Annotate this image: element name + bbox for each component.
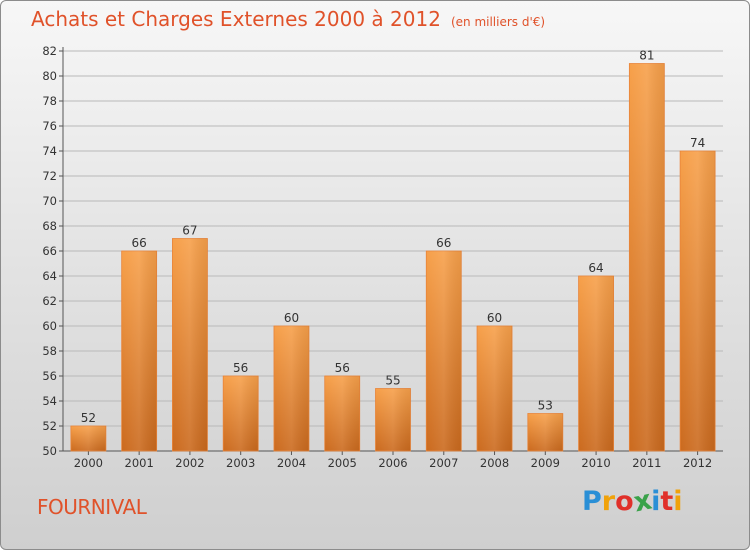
x-tick-label: 2006	[378, 456, 407, 470]
x-tick-label: 2000	[74, 456, 103, 470]
x-tick-label: 2001	[125, 456, 154, 470]
y-tick-label: 76	[42, 119, 57, 133]
x-tick-label: 2003	[226, 456, 255, 470]
y-tick-label: 80	[42, 69, 57, 83]
logo-letter: o	[615, 486, 634, 517]
bar-shine	[324, 376, 360, 451]
y-tick-label: 62	[42, 294, 57, 308]
y-tick-label: 52	[42, 419, 57, 433]
x-tick-label: 2008	[480, 456, 509, 470]
logo-letter: P	[582, 486, 602, 517]
x-tick-label: 2009	[531, 456, 560, 470]
y-tick-label: 50	[42, 444, 57, 458]
bar-shine	[121, 251, 157, 451]
data-label: 52	[81, 411, 96, 425]
commune-name: FOURNIVAL	[37, 495, 147, 519]
bar-shine	[223, 376, 259, 451]
x-tick-label: 2010	[581, 456, 610, 470]
x-tick-label: 2011	[632, 456, 661, 470]
y-tick-label: 70	[42, 194, 57, 208]
bar-shine	[477, 326, 513, 451]
data-label: 55	[385, 374, 400, 388]
logo-letter: i	[651, 486, 661, 517]
y-tick-label: 66	[42, 244, 57, 258]
bar-shine	[680, 151, 716, 451]
data-label: 81	[639, 49, 654, 63]
x-tick-label: 2012	[683, 456, 712, 470]
x-tick-label: 2002	[175, 456, 204, 470]
y-tick-label: 82	[42, 44, 57, 58]
y-tick-label: 74	[42, 144, 57, 158]
chart-title: Achats et Charges Externes 2000 à 2012 (e…	[31, 7, 545, 31]
y-tick-label: 54	[42, 394, 57, 408]
x-tick-label: 2007	[429, 456, 458, 470]
data-label: 60	[487, 311, 502, 325]
bar-shine	[629, 63, 665, 451]
bar-shine	[172, 238, 208, 451]
y-tick-label: 64	[42, 269, 57, 283]
x-tick-label: 2005	[328, 456, 357, 470]
chart-unit: (en milliers d'€)	[450, 15, 546, 29]
y-tick-label: 72	[42, 169, 57, 183]
data-label: 56	[335, 361, 350, 375]
data-label: 66	[436, 236, 451, 250]
logo-letter: t	[660, 486, 674, 517]
data-labels: 52 66 67 56 60 56 55 66 60 53 64 81 74	[81, 49, 706, 426]
data-label: 74	[690, 136, 705, 150]
y-tick-label: 60	[42, 319, 57, 333]
data-label: 53	[538, 399, 553, 413]
bar-shine	[70, 426, 106, 451]
data-label: 64	[588, 261, 603, 275]
data-label: 56	[233, 361, 248, 375]
bar-shine	[527, 413, 563, 451]
proxiti-logo: Proxiti	[582, 485, 683, 519]
bar-shine	[578, 276, 614, 451]
bar-shine	[426, 251, 462, 451]
chart-title-text: Achats et Charges Externes 2000 à 2012	[31, 7, 441, 31]
bar-shine	[375, 388, 411, 451]
x-tick-label: 2004	[277, 456, 306, 470]
y-tick-label: 58	[42, 344, 57, 358]
y-tick-label: 78	[42, 94, 57, 108]
y-tick-label: 56	[42, 369, 57, 383]
bars	[70, 63, 716, 452]
y-tick-label: 68	[42, 219, 57, 233]
data-label: 66	[132, 236, 147, 250]
data-label: 60	[284, 311, 299, 325]
data-label: 67	[182, 224, 197, 238]
bar-shine	[273, 326, 309, 451]
logo-letter: r	[601, 486, 616, 517]
logo-letter: i	[673, 486, 683, 517]
